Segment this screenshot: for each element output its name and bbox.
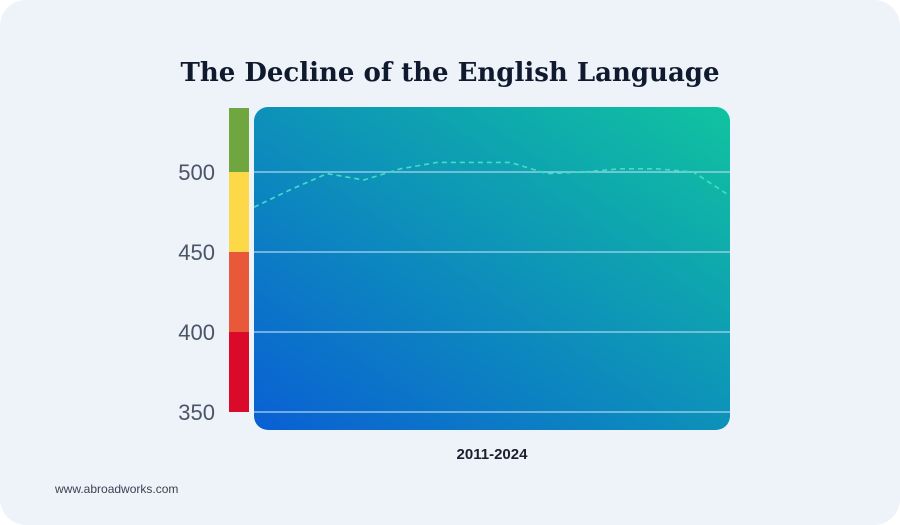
scale-band-350-400 (229, 332, 249, 412)
plot-area (254, 107, 730, 430)
scale-band-450-500 (229, 172, 249, 252)
chart-title: The Decline of the English Language (180, 58, 720, 88)
footer-url[interactable]: www.abroadworks.com (55, 482, 179, 496)
y-tick-label: 500 (178, 160, 215, 185)
scale-band-400-450 (229, 252, 249, 332)
x-axis-label: 2011-2024 (456, 446, 528, 463)
y-tick-label: 350 (178, 400, 215, 425)
series-line (253, 161, 731, 208)
scale-band-500-540 (229, 108, 249, 172)
y-tick-label: 400 (178, 320, 215, 345)
y-tick-label: 450 (178, 240, 215, 265)
